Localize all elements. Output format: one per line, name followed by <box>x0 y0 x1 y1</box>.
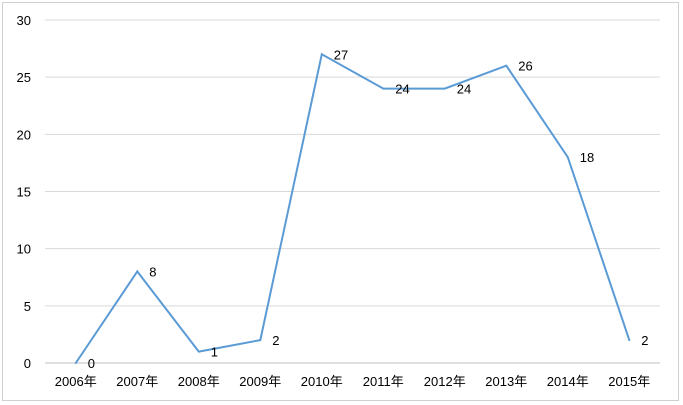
data-label: 26 <box>518 59 532 74</box>
data-label: 0 <box>88 356 95 371</box>
data-label: 24 <box>457 82 471 97</box>
series-group <box>74 52 631 364</box>
y-tick-label: 0 <box>24 356 31 371</box>
x-tick-label: 2014年 <box>547 374 589 389</box>
data-point <box>320 53 323 56</box>
data-point <box>197 350 200 353</box>
series-line <box>74 52 631 364</box>
data-label: 2 <box>272 333 279 348</box>
x-tick-label: 2013年 <box>485 374 527 389</box>
y-tick-label: 30 <box>17 13 31 28</box>
x-tick-label: 2010年 <box>301 374 343 389</box>
y-tick-label: 10 <box>17 242 31 257</box>
data-point <box>74 362 77 364</box>
chart-frame <box>2 2 679 401</box>
y-axis-ticks: 0 5 10 15 20 25 30 <box>17 13 31 371</box>
x-tick-label: 2015年 <box>608 374 650 389</box>
data-point <box>382 87 385 90</box>
data-label: 24 <box>395 82 409 97</box>
x-tick-label: 2007年 <box>116 374 158 389</box>
y-tick-label: 25 <box>17 70 31 85</box>
y-tick-label: 20 <box>17 127 31 142</box>
x-tick-label: 2008年 <box>178 374 220 389</box>
data-label: 8 <box>149 265 156 280</box>
data-label: 1 <box>211 345 218 360</box>
x-tick-label: 2006年 <box>55 374 97 389</box>
data-point <box>443 87 446 90</box>
data-point <box>505 64 508 67</box>
data-label: 2 <box>641 333 648 348</box>
x-tick-label: 2009年 <box>239 374 281 389</box>
data-point <box>136 270 139 273</box>
data-point <box>259 339 262 342</box>
x-tick-label: 2012年 <box>424 374 466 389</box>
data-point <box>566 156 569 159</box>
data-label: 18 <box>580 150 594 165</box>
gridlines <box>45 19 660 364</box>
data-labels: 0 8 1 2 27 24 24 26 18 2 <box>88 47 649 371</box>
y-tick-label: 15 <box>17 185 31 200</box>
data-point <box>628 339 631 342</box>
y-tick-label: 5 <box>24 299 31 314</box>
x-tick-label: 2011年 <box>363 374 404 389</box>
data-label: 27 <box>334 47 348 62</box>
x-axis-ticks: 2006年 2007年 2008年 2009年 2010年 2011年 2012年 2013年… <box>55 374 650 389</box>
